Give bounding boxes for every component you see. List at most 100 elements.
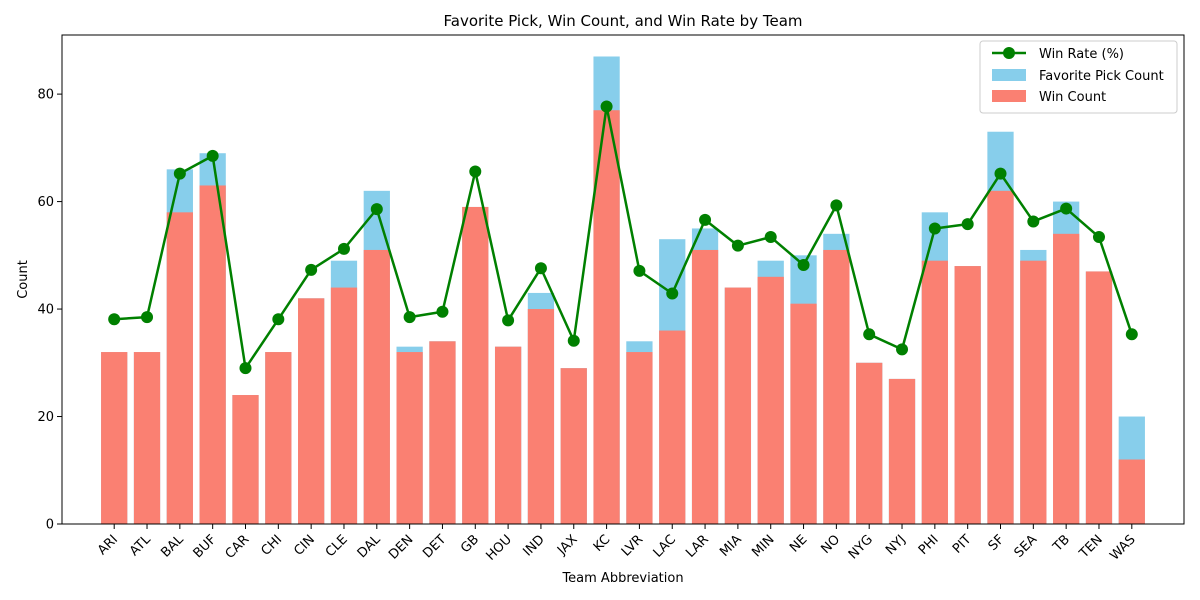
- x-tick-label-no: NO: [818, 532, 843, 557]
- win-count-bar-lvr: [626, 352, 653, 524]
- win-count-bar-dal: [363, 249, 390, 524]
- chart-title: Favorite Pick, Win Count, and Win Rate b…: [444, 12, 803, 30]
- win-count-bar-cin: [298, 298, 325, 524]
- x-tick-label-hou: HOU: [483, 532, 514, 563]
- x-tick-label-lvr: LVR: [619, 532, 646, 559]
- y-tick-label: 80: [37, 88, 54, 103]
- y-axis-title: Count: [16, 260, 31, 299]
- win-rate-point-atl: [141, 311, 154, 324]
- win-count-bar-ind: [527, 309, 555, 524]
- win-count-bar-cle: [330, 287, 358, 524]
- x-tick-label-atl: ATL: [127, 532, 154, 559]
- x-tick-label-phi: PHI: [916, 532, 942, 558]
- win-rate-point-gb: [469, 165, 482, 178]
- win-count-bar-ne: [790, 303, 817, 524]
- win-count-bar-min: [757, 276, 784, 524]
- win-count-bar-car: [232, 395, 259, 524]
- win-count-bar-hou: [494, 346, 522, 524]
- win-rate-point-cin: [305, 263, 318, 276]
- x-tick-label-mia: MIA: [717, 532, 745, 560]
- win-rate-point-ten: [1092, 231, 1105, 244]
- x-tick-label-nyj: NYJ: [883, 532, 909, 558]
- win-rate-point-lac: [666, 287, 679, 300]
- win-count-bar-den: [396, 352, 423, 524]
- win-rate-point-tb: [1060, 202, 1073, 215]
- win-count-bar-sea: [1020, 260, 1047, 524]
- plot-frame: [61, 34, 1185, 525]
- win-rate-point-sea: [1027, 215, 1040, 228]
- x-axis: ARI ATL BAL BUF CAR CHI CIN CLE DAL DEN DET GB HOU IN…: [95, 524, 1139, 564]
- y-tick-label: 20: [37, 410, 54, 425]
- x-tick-label-ten: TEN: [1076, 532, 1106, 562]
- win-rate-point-nyj: [896, 343, 909, 356]
- win-rate-point-bal: [173, 167, 186, 180]
- win-rate-point-chi: [272, 313, 285, 326]
- legend-frame: [979, 40, 1178, 114]
- win-rate-point-ne: [797, 258, 810, 271]
- win-count-bar-ten: [1085, 271, 1113, 524]
- win-count-bar-sf: [987, 190, 1014, 525]
- y-tick-label: 60: [37, 195, 54, 210]
- legend-favorite-label: Favorite Pick Count: [1039, 69, 1164, 84]
- win-rate-point-jax: [567, 334, 580, 347]
- x-tick-label-pit: PIT: [950, 532, 975, 557]
- win-count-bar-tb: [1053, 233, 1080, 525]
- win-count-bar-kc: [593, 110, 620, 524]
- win-count-bar-pit: [954, 266, 981, 524]
- win-rate-point-sf: [994, 167, 1007, 180]
- win-rate-point-ari: [108, 313, 121, 326]
- x-tick-label-gb: GB: [458, 532, 482, 556]
- x-tick-label-kc: KC: [591, 532, 614, 555]
- x-tick-label-ind: IND: [520, 532, 547, 559]
- y-axis: 0 20 40 60 80: [37, 88, 62, 533]
- x-tick-label-den: DEN: [386, 532, 416, 562]
- win-rate-point-kc: [600, 100, 613, 113]
- x-tick-label-jax: JAX: [554, 532, 581, 559]
- win-count-bar-lar: [691, 249, 719, 524]
- x-axis-title: Team Abbreviation: [561, 571, 683, 586]
- y-tick-label: 0: [46, 518, 54, 533]
- x-tick-label-chi: CHI: [259, 532, 286, 559]
- x-tick-label-min: MIN: [749, 532, 777, 560]
- win-count-bar-chi: [265, 352, 292, 524]
- x-tick-label-dal: DAL: [355, 532, 384, 561]
- win-count-bars: [101, 110, 1145, 525]
- win-count-bar-bal: [166, 212, 193, 525]
- win-rate-point-min: [764, 231, 777, 244]
- win-rate-point-ind: [534, 262, 547, 275]
- win-rate-point-den: [403, 311, 416, 324]
- win-rate-point-nyg: [863, 328, 876, 341]
- win-rate-point-mia: [731, 239, 744, 252]
- x-tick-label-ne: NE: [787, 532, 810, 555]
- x-tick-label-bal: BAL: [158, 532, 187, 561]
- win-count-bar-no: [823, 249, 850, 524]
- win-rate-point-car: [239, 362, 252, 375]
- win-count-bar-was: [1118, 459, 1145, 524]
- win-rate-point-lar: [699, 213, 712, 226]
- win-count-bar-buf: [199, 185, 226, 524]
- win-count-bar-atl: [133, 352, 161, 524]
- win-count-bar-nyg: [856, 362, 883, 524]
- x-tick-label-tb: TB: [1050, 532, 1073, 555]
- x-tick-label-sea: SEA: [1012, 532, 1041, 561]
- win-count-bar-jax: [560, 368, 587, 524]
- legend-win-rate-label: Win Rate (%): [1039, 47, 1124, 62]
- win-count-bar-mia: [724, 287, 752, 524]
- legend-win-count-swatch: [992, 90, 1026, 102]
- win-rate-point-hou: [502, 314, 515, 327]
- win-rate-point-lvr: [633, 264, 646, 277]
- win-rate-point-pit: [961, 218, 974, 231]
- win-rate-point-buf: [206, 149, 219, 162]
- win-count-bar-lac: [659, 330, 686, 524]
- x-tick-label-nyg: NYG: [846, 532, 876, 562]
- win-count-bar-nyj: [888, 378, 916, 524]
- legend: Win Rate (%) Favorite Pick Count Win Cou…: [979, 40, 1178, 114]
- x-tick-label-was: WAS: [1107, 532, 1138, 563]
- win-count-bar-gb: [462, 206, 489, 524]
- legend-win-count-label: Win Count: [1039, 90, 1106, 105]
- win-rate-point-dal: [370, 203, 383, 216]
- x-tick-label-ari: ARI: [95, 532, 121, 558]
- win-count-bar-det: [429, 341, 456, 524]
- legend-win-rate-marker: [1003, 47, 1015, 59]
